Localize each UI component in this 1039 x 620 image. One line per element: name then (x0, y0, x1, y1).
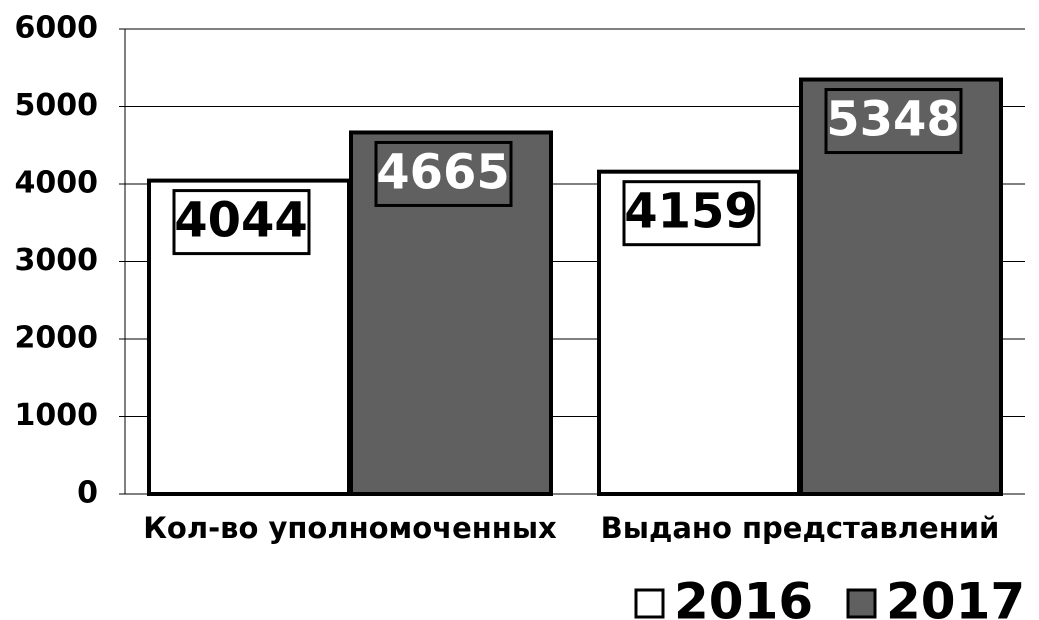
y-tick-label: 5000 (15, 88, 99, 123)
value-label-box (824, 88, 963, 155)
y-tick-label: 6000 (15, 11, 99, 46)
legend-swatch (846, 588, 877, 619)
x-tick-label: Кол-во уполномоченных (143, 511, 557, 545)
x-tick-label: Выдано представлений (601, 511, 1000, 545)
value-label: 4044 (174, 193, 308, 249)
value-label: 5348 (826, 92, 960, 148)
legend-swatch (634, 588, 665, 619)
legend-label: 2016 (674, 573, 813, 620)
y-tick-label: 2000 (15, 321, 99, 356)
y-tick-label: 3000 (15, 243, 99, 278)
legend-label: 2017 (886, 573, 1025, 620)
value-label: 4159 (624, 184, 758, 240)
value-label-box (622, 180, 761, 247)
y-tick-label: 1000 (15, 398, 99, 433)
value-label-box (374, 140, 513, 207)
y-tick-label: 4000 (15, 166, 99, 201)
value-label-box (172, 189, 311, 256)
y-tick-label: 0 (77, 476, 98, 511)
value-label: 4665 (376, 144, 510, 200)
